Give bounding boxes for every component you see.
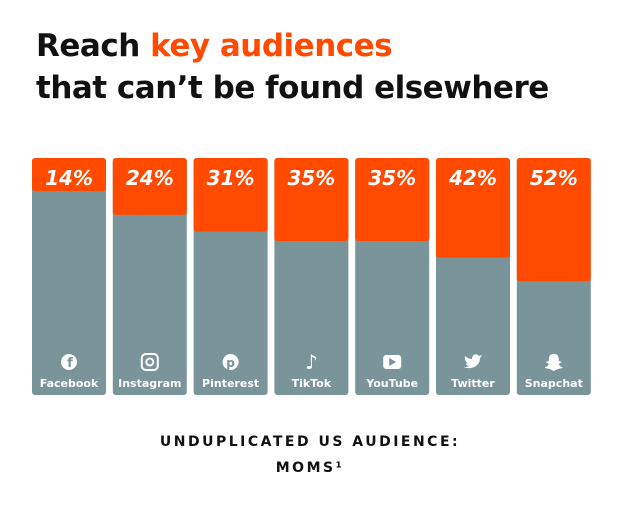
- icon-shape: [145, 357, 155, 367]
- platform-icon: [464, 354, 482, 369]
- platform-icon: [140, 353, 159, 371]
- icon-shape: [140, 353, 159, 371]
- icon-glyph: f: [67, 356, 73, 371]
- icon-shape: [61, 354, 77, 370]
- value-label: 35%: [368, 166, 416, 190]
- icon-glyph: ♪: [305, 350, 318, 374]
- value-label: 24%: [126, 166, 174, 190]
- icon-shape: [389, 358, 397, 366]
- bar-background: [32, 158, 106, 395]
- platform-icon: f: [61, 354, 77, 371]
- icon-shape: [464, 354, 482, 369]
- platform-icon: [383, 355, 402, 369]
- bar: [355, 158, 430, 241]
- bar: [274, 158, 349, 241]
- value-label: 35%: [287, 166, 335, 190]
- chart-title: Reach key audiences: [36, 28, 392, 64]
- caption: UNDUPLICATED US AUDIENCE:: [160, 434, 460, 450]
- bar: [112, 158, 187, 215]
- x-tick-label: TikTok: [292, 377, 332, 390]
- chart-title: that can’t be found elsewhere: [36, 70, 549, 106]
- title-highlight: key audiences: [150, 28, 392, 64]
- platform-icon: p: [222, 354, 239, 370]
- platform-icon: [544, 354, 563, 371]
- bar: [436, 158, 510, 258]
- platform-icon: ♪: [305, 350, 318, 374]
- x-tick-label: Pinterest: [202, 377, 259, 390]
- x-tick-label: Twitter: [451, 377, 495, 390]
- x-tick-label: Instagram: [118, 377, 181, 390]
- x-tick-label: Snapchat: [525, 377, 583, 390]
- icon-shape: [222, 354, 239, 370]
- caption: MOMS¹: [276, 460, 344, 476]
- bar-background: [112, 158, 187, 395]
- icon-shape: [544, 354, 563, 371]
- bar: [32, 158, 106, 192]
- value-label: 52%: [530, 166, 578, 190]
- bar: [516, 158, 591, 282]
- value-label: 14%: [45, 166, 93, 190]
- bar: [193, 158, 268, 232]
- title-part: Reach: [36, 28, 150, 64]
- value-label: 31%: [207, 166, 255, 190]
- x-tick-label: Facebook: [40, 377, 99, 390]
- value-label: 42%: [448, 166, 497, 190]
- icon-glyph: p: [226, 356, 235, 370]
- x-tick-label: YouTube: [365, 377, 418, 390]
